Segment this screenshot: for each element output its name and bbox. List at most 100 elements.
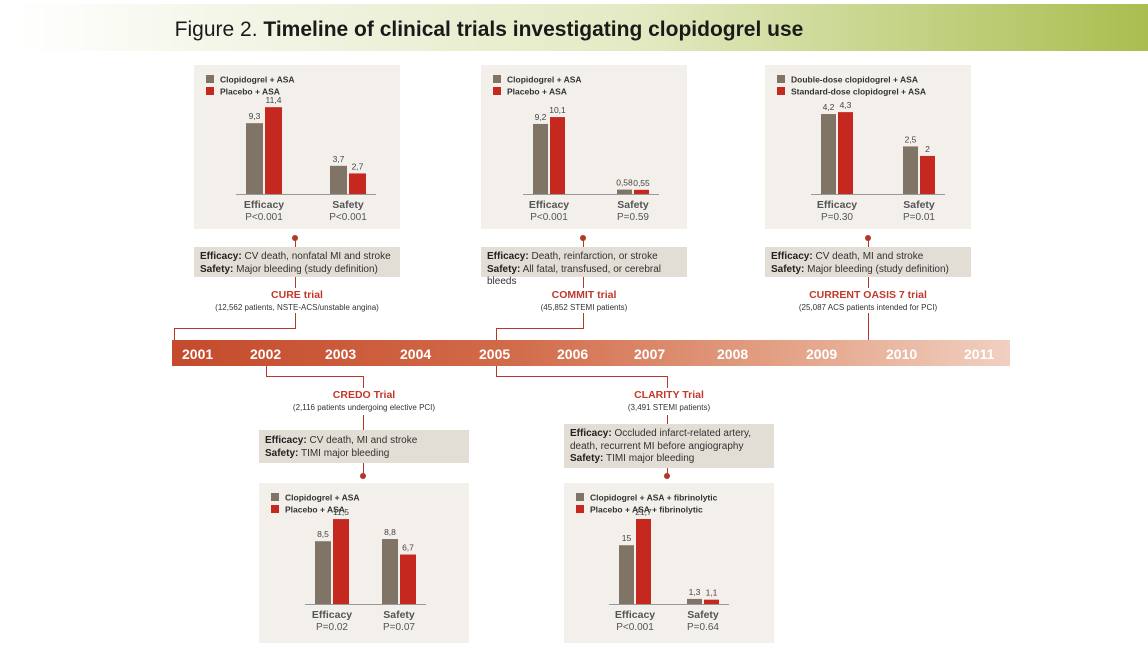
data-label: 6,7	[402, 543, 414, 553]
connector-line	[295, 240, 296, 248]
connector-dot	[865, 235, 871, 241]
p-value-label: P=0.30	[821, 212, 853, 223]
p-value-label: P=0.02	[316, 622, 348, 633]
bar-efficacy-series1	[619, 545, 634, 604]
year-label: 2011	[964, 346, 995, 362]
chart-credo: Clopidogrel + ASA Placebo + ASA 8,5 11,5 Eff…	[271, 493, 426, 633]
connector-line	[363, 463, 364, 474]
legend-label: Clopidogrel + ASA	[285, 493, 360, 503]
p-value-label: P<0.001	[530, 212, 568, 223]
info-box-commit: Efficacy: Death, reinfarction, or stroke…	[481, 247, 687, 287]
bar-safety-series1	[382, 539, 398, 604]
info-box-clarity: Efficacy: Occluded infarct-related arter…	[564, 424, 774, 468]
data-label: 11,5	[333, 507, 349, 517]
category-label: Efficacy	[817, 199, 857, 211]
bar-safety-series1	[617, 189, 632, 194]
connector-line	[295, 277, 296, 288]
year-label: 2006	[557, 346, 589, 362]
year-label: 2001	[182, 346, 214, 362]
timeline-marker-credo	[266, 376, 364, 377]
connector-dot	[292, 235, 298, 241]
timeline-marker-cure	[174, 328, 296, 329]
data-label: 2,5	[905, 134, 917, 144]
category-label: Safety	[332, 199, 364, 211]
timeline-marker-credo	[363, 376, 364, 388]
legend-swatch	[271, 505, 279, 513]
year-label: 2004	[400, 346, 432, 362]
bar-efficacy-series2	[636, 518, 651, 604]
chart-current: Double-dose clopidogrel + ASA Standard-do…	[777, 75, 945, 223]
data-label: 0,58	[616, 178, 633, 188]
legend-label: Placebo + ASA	[507, 87, 567, 97]
year-label: 2002	[250, 346, 282, 362]
data-label: 3,7	[333, 154, 345, 164]
p-value-label: P=0.07	[383, 622, 415, 633]
legend-swatch	[777, 75, 785, 83]
year-label: 2008	[717, 346, 749, 362]
category-label: Efficacy	[615, 609, 655, 621]
bar-efficacy-series2	[838, 112, 853, 194]
year-label: 2007	[634, 346, 666, 362]
legend-label: Placebo + ASA	[285, 505, 345, 515]
timeline-bar	[172, 340, 1010, 366]
data-label: 15	[622, 533, 632, 543]
chart-clarity: Clopidogrel + ASA + fibrinolytic Placebo …	[576, 493, 729, 633]
p-value-label: P=0.59	[617, 212, 649, 223]
connector-line	[667, 415, 668, 424]
connector-line	[583, 277, 584, 288]
connector-line	[583, 240, 584, 248]
bar-efficacy-series2	[333, 519, 349, 604]
legend-label: Double-dose clopidogrel + ASA	[791, 75, 918, 85]
timeline-marker-clarity	[667, 376, 668, 388]
data-label: 2	[925, 144, 930, 154]
chart-commit: Clopidogrel + ASA Placebo + ASA 9,210,1 Eff…	[493, 75, 659, 223]
connector-dot	[580, 235, 586, 241]
year-label: 2009	[806, 346, 838, 362]
chart-panel-current: Double-dose clopidogrel + ASA Standard-do…	[765, 65, 971, 229]
legend-label: Clopidogrel + ASA	[507, 75, 582, 85]
timeline-marker-current	[868, 313, 869, 340]
bar-safety-series2	[634, 189, 649, 194]
bar-efficacy-series1	[821, 114, 836, 194]
chart-panel-cure: Clopidogrel + ASA Placebo + ASA 9,3 11,4 Eff…	[194, 65, 400, 229]
data-label: 4,3	[840, 100, 852, 110]
legend-label: Standard-dose clopidogrel + ASA	[791, 87, 926, 97]
data-label: 21,7	[635, 507, 652, 517]
legend-swatch	[576, 493, 584, 501]
legend-swatch	[777, 87, 785, 95]
p-value-label: P<0.001	[329, 212, 367, 223]
bar-safety-series2	[400, 554, 416, 604]
chart-cure: Clopidogrel + ASA Placebo + ASA 9,3 11,4 Eff…	[206, 75, 376, 223]
connector-line	[868, 240, 869, 248]
legend-label: Clopidogrel + ASA + fibrinolytic	[590, 493, 718, 503]
bar-safety-series2	[920, 155, 935, 194]
connector-line	[667, 468, 668, 474]
bar-efficacy-series1	[246, 123, 263, 194]
data-label: 8,5	[317, 529, 329, 539]
timeline-marker-clarity	[496, 376, 668, 377]
figure-title-text: Timeline of clinical trials investigatin…	[263, 18, 804, 41]
bar-efficacy-series2	[265, 107, 282, 194]
category-label: Efficacy	[244, 199, 284, 211]
trial-subtitle-credo: (2,116 patients undergoing elective PCI)	[292, 403, 436, 412]
legend-swatch	[576, 505, 584, 513]
figure-title: Figure 2. Timeline of clinical trials in…	[14, 18, 964, 42]
p-value-label: P=0.01	[903, 212, 935, 223]
legend-label: Placebo + ASA + fibrinolytic	[590, 505, 703, 515]
data-label: 1,3	[689, 587, 701, 597]
legend-label: Placebo + ASA	[220, 87, 280, 97]
bar-safety-series2	[349, 173, 366, 194]
p-value-label: P<0.001	[245, 212, 283, 223]
connector-dot	[664, 473, 670, 479]
bar-efficacy-series1	[315, 541, 331, 604]
trial-name-commit: COMMIT trial	[551, 289, 617, 301]
timeline-marker-cure	[295, 313, 296, 329]
trial-name-credo: CREDO Trial	[332, 389, 396, 401]
figure-header: Figure 2. Timeline of clinical trials in…	[14, 4, 1148, 51]
legend-swatch	[206, 87, 214, 95]
chart-panel-credo: Clopidogrel + ASA Placebo + ASA 8,5 11,5 Eff…	[259, 483, 469, 643]
bar-safety-series2	[704, 599, 719, 604]
legend-swatch	[493, 87, 501, 95]
year-label: 2005	[479, 346, 511, 362]
